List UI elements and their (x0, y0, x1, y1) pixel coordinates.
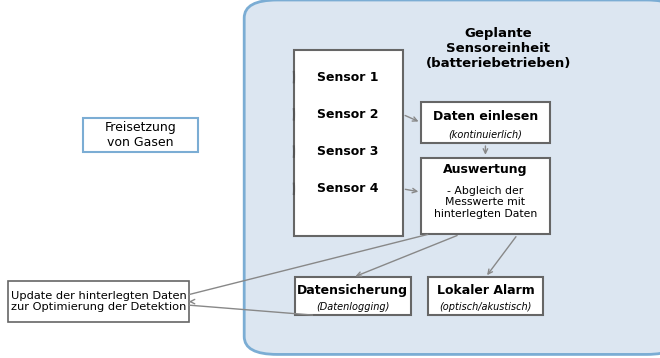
Bar (82, 118, 198, 152)
Text: Sensor 4: Sensor 4 (317, 182, 379, 195)
Text: (Datenlogging): (Datenlogging) (316, 302, 389, 312)
Bar (421, 102, 550, 143)
Text: Sensor 3: Sensor 3 (317, 145, 379, 158)
Text: - Abgleich der
Messwerte mit
hinterlegten Daten: - Abgleich der Messwerte mit hinterlegte… (434, 185, 537, 219)
Text: Lokaler Alarm: Lokaler Alarm (436, 284, 535, 297)
Text: Auswertung: Auswertung (443, 163, 528, 175)
Bar (295, 277, 411, 315)
Bar (428, 277, 543, 315)
Text: Update der hinterlegten Daten
zur Optimierung der Detektion: Update der hinterlegten Daten zur Optimi… (11, 291, 187, 313)
Bar (421, 158, 550, 234)
Text: Geplante
Sensoreinheit
(batteriebetrieben): Geplante Sensoreinheit (batteriebetriebe… (426, 27, 571, 70)
Text: (kontinuierlich): (kontinuierlich) (449, 129, 522, 139)
Text: Daten einlesen: Daten einlesen (433, 110, 538, 123)
Text: Datensicherung: Datensicherung (297, 284, 409, 297)
Text: Sensor 2: Sensor 2 (317, 108, 379, 121)
FancyBboxPatch shape (244, 0, 660, 354)
Text: Sensor 1: Sensor 1 (317, 71, 379, 84)
Text: Freisetzung
von Gasen: Freisetzung von Gasen (104, 121, 176, 149)
Bar (294, 50, 403, 236)
Bar (8, 281, 189, 322)
Text: (optisch/akustisch): (optisch/akustisch) (440, 302, 531, 312)
